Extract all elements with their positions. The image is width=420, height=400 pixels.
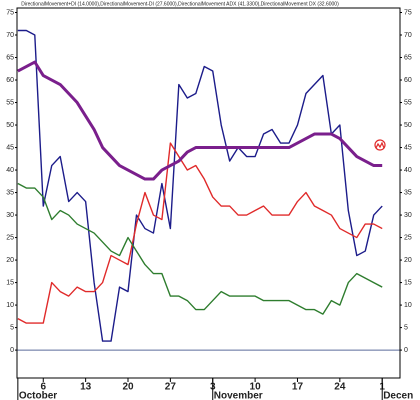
month-label: Decen xyxy=(383,391,413,400)
series-line xyxy=(17,60,383,181)
month-label: November xyxy=(214,391,263,400)
y-tick-label: 15 xyxy=(6,279,14,286)
y-tick-label: 40 xyxy=(6,167,14,174)
x-tick-label: 17 xyxy=(292,382,304,393)
series-line xyxy=(17,182,383,315)
y-tick-label-right: 0 xyxy=(404,347,408,354)
y-tick-label-right: 25 xyxy=(404,234,412,241)
y-tick-label: 45 xyxy=(6,144,14,151)
x-tick-label: 13 xyxy=(80,382,92,393)
chart-title: DirectionalMovement+DI (14.0000),Directi… xyxy=(21,1,339,7)
x-tick-label: 27 xyxy=(165,382,177,393)
x-tick-label: 6 xyxy=(40,382,46,393)
y-tick-label: 10 xyxy=(6,302,14,309)
month-label: October xyxy=(19,391,57,400)
y-tick-label: 5 xyxy=(10,324,14,331)
y-tick-label-right: 10 xyxy=(404,302,412,309)
y-tick-label-right: 70 xyxy=(404,32,412,39)
y-tick-label: 30 xyxy=(6,212,14,219)
y-tick-label-right: 45 xyxy=(404,144,412,151)
plot-area xyxy=(17,29,400,351)
y-tick-label-right: 55 xyxy=(404,99,412,106)
y-tick-label: 25 xyxy=(6,234,14,241)
plot-frame xyxy=(16,7,401,379)
y-tick-label: 50 xyxy=(6,122,14,129)
y-tick-label: 55 xyxy=(6,99,14,106)
y-tick-label-right: 5 xyxy=(404,324,408,331)
y-tick-label-right: 75 xyxy=(404,9,412,16)
y-tick-label: 20 xyxy=(6,257,14,264)
y-tick-label-right: 60 xyxy=(404,77,412,84)
y-tick-label-right: 30 xyxy=(404,212,412,219)
x-tick-label: 24 xyxy=(334,382,346,393)
x-tick-label: 20 xyxy=(122,382,134,393)
y-tick-label: 65 xyxy=(6,54,14,61)
y-tick-label: 35 xyxy=(6,189,14,196)
y-tick-label: 0 xyxy=(10,347,14,354)
x-tick-label: 10 xyxy=(250,382,262,393)
y-tick-label-right: 35 xyxy=(404,189,412,196)
y-tick-label-right: 40 xyxy=(404,167,412,174)
marker-icon xyxy=(374,139,386,151)
y-tick-label: 60 xyxy=(6,77,14,84)
series-line xyxy=(17,142,383,324)
series-line xyxy=(17,29,383,342)
y-tick-label-right: 15 xyxy=(404,279,412,286)
y-tick-label-right: 50 xyxy=(404,122,412,129)
y-tick-label-right: 65 xyxy=(404,54,412,61)
y-tick-label-right: 20 xyxy=(404,257,412,264)
y-tick-label: 70 xyxy=(6,32,14,39)
y-tick-label: 75 xyxy=(6,9,14,16)
